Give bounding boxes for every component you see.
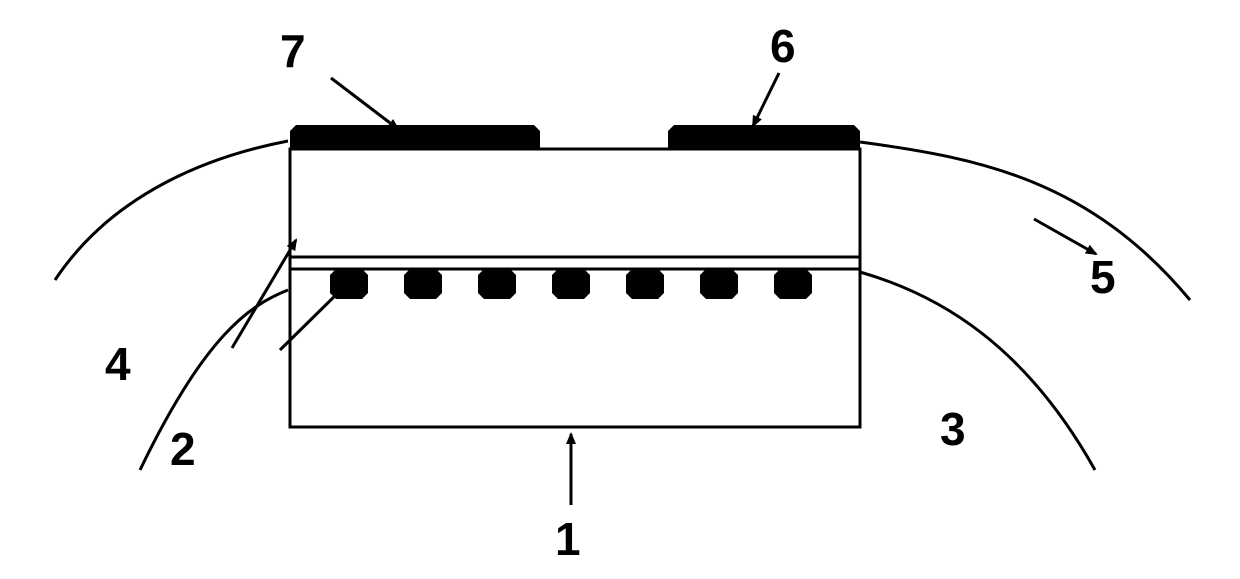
diagram-canvas: 1 2 3 4 5 6 7 bbox=[0, 0, 1240, 579]
arrow-5 bbox=[1034, 219, 1096, 254]
top-electrode-right bbox=[668, 125, 860, 149]
arrow-4 bbox=[232, 240, 296, 348]
device-cross-section bbox=[290, 125, 860, 427]
arrow-6 bbox=[753, 73, 779, 126]
label-6: 6 bbox=[770, 20, 796, 72]
label-2: 2 bbox=[170, 423, 196, 475]
lead-curve-4 bbox=[55, 141, 288, 280]
buried-pillar bbox=[700, 269, 738, 299]
callout-labels: 1 2 3 4 5 6 7 bbox=[105, 20, 1116, 565]
label-3: 3 bbox=[940, 403, 966, 455]
leader-lines bbox=[55, 73, 1190, 505]
buried-pillar bbox=[774, 269, 812, 299]
lead-curve-3 bbox=[860, 272, 1095, 470]
label-1: 1 bbox=[555, 513, 581, 565]
lead-curve-5 bbox=[860, 142, 1190, 300]
buried-pillar bbox=[552, 269, 590, 299]
lead-curve-2 bbox=[140, 290, 288, 470]
top-electrode-left bbox=[290, 125, 540, 149]
label-7: 7 bbox=[280, 25, 306, 77]
buried-pillar bbox=[404, 269, 442, 299]
buried-pillar bbox=[626, 269, 664, 299]
label-4: 4 bbox=[105, 338, 131, 390]
buried-pillar bbox=[478, 269, 516, 299]
label-5: 5 bbox=[1090, 251, 1116, 303]
arrow-7 bbox=[331, 78, 398, 129]
